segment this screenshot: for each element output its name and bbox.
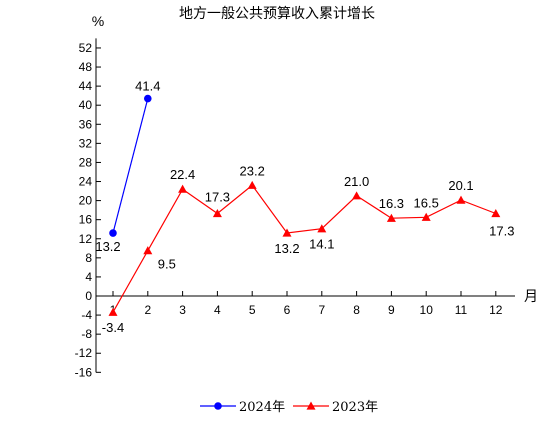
- data-label: 22.4: [170, 167, 195, 182]
- series-0: 13.2 41.4: [95, 79, 160, 255]
- y-tick-label: 28: [79, 155, 93, 169]
- data-point: [143, 246, 153, 255]
- data-label: 41.4: [135, 79, 160, 94]
- data-point: [386, 213, 396, 222]
- legend-label: 2023年: [332, 400, 378, 415]
- data-label: 20.1: [448, 178, 473, 193]
- x-tick-label: 2: [144, 303, 151, 317]
- data-point: [144, 94, 152, 103]
- x-tick-label: 11: [455, 303, 468, 317]
- x-tick-label: 6: [284, 303, 291, 317]
- data-point: [421, 212, 431, 221]
- x-tick-label: 10: [420, 303, 434, 317]
- y-tick-label: 36: [79, 117, 93, 131]
- y-tick-label: 16: [79, 213, 93, 227]
- series-layer: 13.2 41.4 -3.4 9.5 22.4 17.3 23.2 13.2 14.1 21.0 1…: [95, 79, 514, 336]
- x-tick-label: 4: [214, 303, 221, 317]
- y-axis-unit: %: [92, 13, 104, 29]
- data-label: 9.5: [158, 257, 176, 272]
- y-tick-label: -12: [75, 346, 93, 360]
- data-point: [491, 208, 501, 218]
- legend-marker: [214, 402, 222, 410]
- data-label: 17.3: [489, 223, 514, 238]
- x-tick-label: 9: [388, 303, 395, 317]
- series-line: [112, 184, 497, 313]
- legend-label: 2024年: [239, 400, 285, 415]
- x-tick-label: 7: [318, 303, 325, 317]
- y-tick-label: -16: [75, 365, 93, 379]
- data-label: -3.4: [102, 320, 124, 335]
- data-label: 16.5: [414, 195, 439, 210]
- y-tick-label: -8: [81, 327, 92, 341]
- x-tick-label: 3: [179, 303, 186, 317]
- chart-title: 地方一般公共预算收入累计增长: [179, 6, 375, 22]
- data-label: 23.2: [240, 163, 265, 178]
- y-tick-label: 44: [79, 79, 93, 93]
- data-label: 13.2: [274, 241, 299, 256]
- x-tick-label: 5: [249, 303, 256, 317]
- data-label: 21.0: [344, 174, 369, 189]
- y-tick-label: 4: [85, 270, 92, 284]
- y-tick-label: 12: [79, 232, 93, 246]
- y-tick-label: 20: [79, 194, 93, 208]
- data-label: 14.1: [309, 237, 334, 252]
- y-tick-label: 24: [79, 175, 93, 189]
- y-tick-label: -4: [81, 308, 92, 322]
- legend-item-0: 2024年: [200, 400, 285, 415]
- legend-marker: [306, 401, 316, 410]
- data-label: 16.3: [379, 196, 404, 211]
- y-tick-label: 32: [79, 136, 93, 150]
- data-point: [247, 180, 257, 189]
- data-point: [178, 184, 188, 193]
- data-point: [317, 224, 327, 233]
- y-tick-label: 40: [79, 98, 93, 112]
- y-tick-label: 8: [85, 251, 92, 265]
- x-axis-unit: 月: [524, 288, 538, 304]
- x-tick-label: 8: [353, 303, 360, 317]
- series-1: -3.4 9.5 22.4 17.3 23.2 13.2 14.1 21.0 16.3 16.5 2…: [102, 163, 515, 335]
- series-line: [112, 98, 149, 234]
- x-tick-label: 12: [489, 303, 503, 317]
- data-point: [456, 195, 466, 204]
- data-label: 17.3: [205, 189, 230, 204]
- data-point: [352, 191, 362, 200]
- y-tick-label: 0: [85, 289, 92, 303]
- axes-layer: 5248444036322824201612840-4-8-12-1612345…: [75, 38, 515, 379]
- data-label: 13.2: [95, 239, 120, 254]
- data-point: [108, 307, 118, 316]
- data-point: [282, 228, 292, 237]
- data-point: [212, 208, 222, 218]
- y-tick-label: 48: [79, 60, 93, 74]
- data-point: [109, 229, 117, 237]
- legend-item-1: 2023年: [293, 400, 378, 415]
- y-tick-label: 52: [79, 41, 93, 55]
- legend: 2024年 2023年: [200, 400, 378, 415]
